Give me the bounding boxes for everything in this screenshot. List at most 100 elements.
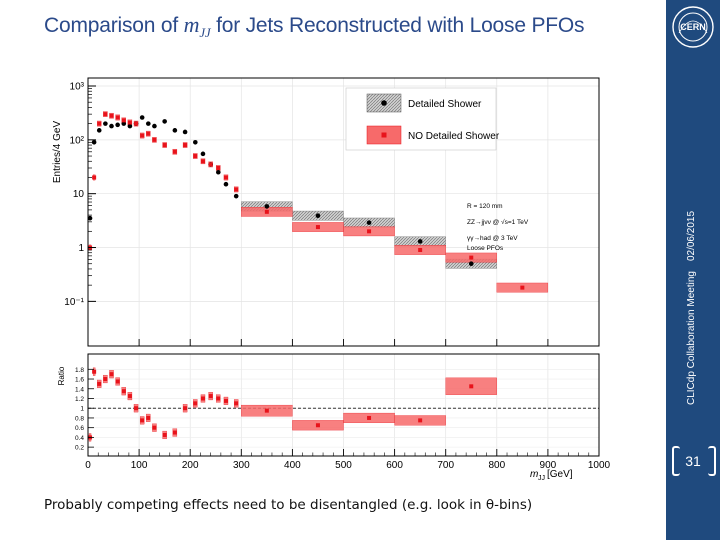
- annotation-radius: R = 120 mm: [467, 203, 503, 210]
- top-ytick-label-1: 1: [78, 243, 84, 254]
- title-suffix: for Jets Reconstructed with Loose PFOs: [210, 14, 585, 37]
- detailed-point-22: [315, 213, 321, 219]
- page-bracket-right: [708, 446, 716, 476]
- ratio-point-10: [146, 415, 151, 420]
- ratio-ytick-label-2: 0.6: [75, 425, 84, 432]
- xlabel-m: m: [530, 469, 538, 480]
- title-prefix: Comparison of: [44, 14, 184, 37]
- no-shower-point-9: [140, 133, 145, 138]
- ratio-ylabel: Ratio: [57, 366, 66, 385]
- detailed-point-1: [91, 140, 97, 145]
- detailed-point-5: [115, 122, 120, 128]
- annotation-signal: ZZ→jjνν @ √s=1 TeV: [467, 218, 529, 226]
- detailed-point-13: [172, 128, 178, 133]
- no-shower-point-13: [172, 149, 177, 154]
- no-shower-point-5: [115, 115, 120, 120]
- ratio-point-3: [103, 377, 108, 382]
- top-ytick-label-3: 10²: [70, 135, 85, 146]
- legend: Detailed Shower NO Detailed Shower: [345, 87, 500, 151]
- detailed-point-19: [223, 181, 229, 187]
- xtick-label-9: 900: [540, 460, 557, 471]
- top-ylabel: Entries/4 GeV: [52, 121, 63, 184]
- no-shower-point-23: [367, 229, 372, 234]
- detailed-point-10: [145, 121, 151, 126]
- detailed-point-15: [193, 140, 198, 145]
- chart-area: 10⁻¹ 1 10 10² 10³ 0.2 0.4 0.6 0.8 1 1.2 1.4 1.6 1.8 0…: [46, 64, 624, 488]
- footnote: Probably competing effects need to be di…: [44, 497, 533, 513]
- ratio-point-19: [223, 398, 228, 403]
- x-axis-title: m JJ [GeV]: [530, 469, 573, 482]
- ratio-point-4: [109, 372, 114, 377]
- detailed-point-21: [264, 204, 270, 209]
- detailed-point-18: [216, 169, 221, 175]
- title-variable: m: [183, 12, 200, 37]
- detailed-point-20: [233, 193, 239, 199]
- detailed-point-6: [121, 121, 127, 126]
- no-shower-point-10: [146, 131, 151, 136]
- no-shower-point-15: [193, 154, 198, 159]
- ratio-ytick-label-3: 0.8: [75, 415, 84, 422]
- ratio-point-23: [367, 415, 372, 420]
- legend-no-shower-label: NO Detailed Shower: [408, 131, 500, 142]
- xtick-label-3: 300: [233, 460, 250, 471]
- ratio-point-9: [140, 418, 145, 423]
- top-ytick-label-0: 10⁻¹: [64, 297, 84, 308]
- ratio-ytick-label-8: 1.8: [75, 367, 84, 374]
- no-shower-point-3: [103, 112, 108, 117]
- ratio-ytick-label-5: 1.2: [75, 396, 84, 403]
- detailed-point-7: [127, 123, 133, 129]
- meeting-name: CLICdp Collaboration Meeting: [686, 271, 697, 405]
- no-shower-point-22: [315, 225, 320, 230]
- ratio-point-2: [97, 381, 102, 386]
- xtick-label-0: 0: [85, 460, 91, 471]
- xtick-label-5: 500: [335, 460, 352, 471]
- ratio-ytick-label-1: 0.4: [75, 435, 84, 442]
- no-shower-point-8: [134, 121, 139, 126]
- detailed-point-0: [87, 215, 93, 221]
- sidebar-bar: [666, 0, 720, 540]
- ratio-ytick-label-7: 1.6: [75, 377, 84, 384]
- xtick-label-1: 100: [131, 460, 148, 471]
- no-shower-point-14: [183, 143, 188, 148]
- no-shower-point-7: [127, 120, 132, 125]
- ratio-point-12: [162, 432, 167, 437]
- ratio-plot-axes: 0.2 0.4 0.6 0.8 1 1.2 1.4 1.6 1.8 0 100 200 300 400 50…: [75, 367, 611, 471]
- no-shower-point-26: [520, 285, 525, 290]
- detailed-point-2: [96, 128, 102, 133]
- ratio-ytick-label-0: 0.2: [75, 445, 84, 452]
- detailed-point-4: [109, 123, 114, 129]
- detailed-point-9: [139, 115, 145, 120]
- no-shower-point-24: [418, 247, 423, 252]
- ratio-point-5: [115, 379, 120, 384]
- ratio-plot-marks: [88, 367, 497, 442]
- page-bracket-left: [672, 446, 680, 476]
- ratio-point-14: [183, 406, 188, 411]
- ratio-point-21: [264, 408, 269, 413]
- ratio-point-25: [469, 384, 474, 389]
- detailed-point-11: [152, 123, 157, 129]
- ratio-ytick-label-4: 1: [80, 406, 84, 413]
- xtick-label-8: 800: [488, 460, 505, 471]
- ratio-point-18: [216, 396, 221, 401]
- no-shower-point-1: [92, 175, 97, 180]
- annotation-block: R = 120 mm ZZ→jjνν @ √s=1 TeV γγ→had @ 3…: [467, 203, 529, 252]
- meeting-date: 02/06/2015: [686, 210, 697, 262]
- xlabel-subscript: JJ: [538, 475, 545, 482]
- detailed-point-12: [162, 119, 167, 124]
- ratio-point-15: [193, 401, 198, 406]
- annotation-background: γγ→had @ 3 TeV: [467, 235, 518, 242]
- xlabel-unit: [GeV]: [547, 469, 573, 480]
- detailed-point-25: [468, 261, 474, 267]
- xtick-label-10: 1000: [588, 460, 611, 471]
- top-plot-marks: [87, 111, 549, 293]
- detailed-point-14: [182, 129, 188, 135]
- ratio-point-8: [134, 406, 139, 411]
- ratio-point-6: [121, 389, 126, 394]
- xtick-label-6: 600: [386, 460, 403, 471]
- legend-no-shower-marker: [381, 132, 387, 138]
- ratio-ytick-label-6: 1.4: [75, 386, 84, 393]
- detailed-point-23: [366, 220, 372, 225]
- page-title: Comparison of mJJ for Jets Reconstructed…: [44, 12, 585, 41]
- top-ytick-label-4: 10³: [70, 82, 85, 93]
- no-shower-point-2: [97, 121, 102, 126]
